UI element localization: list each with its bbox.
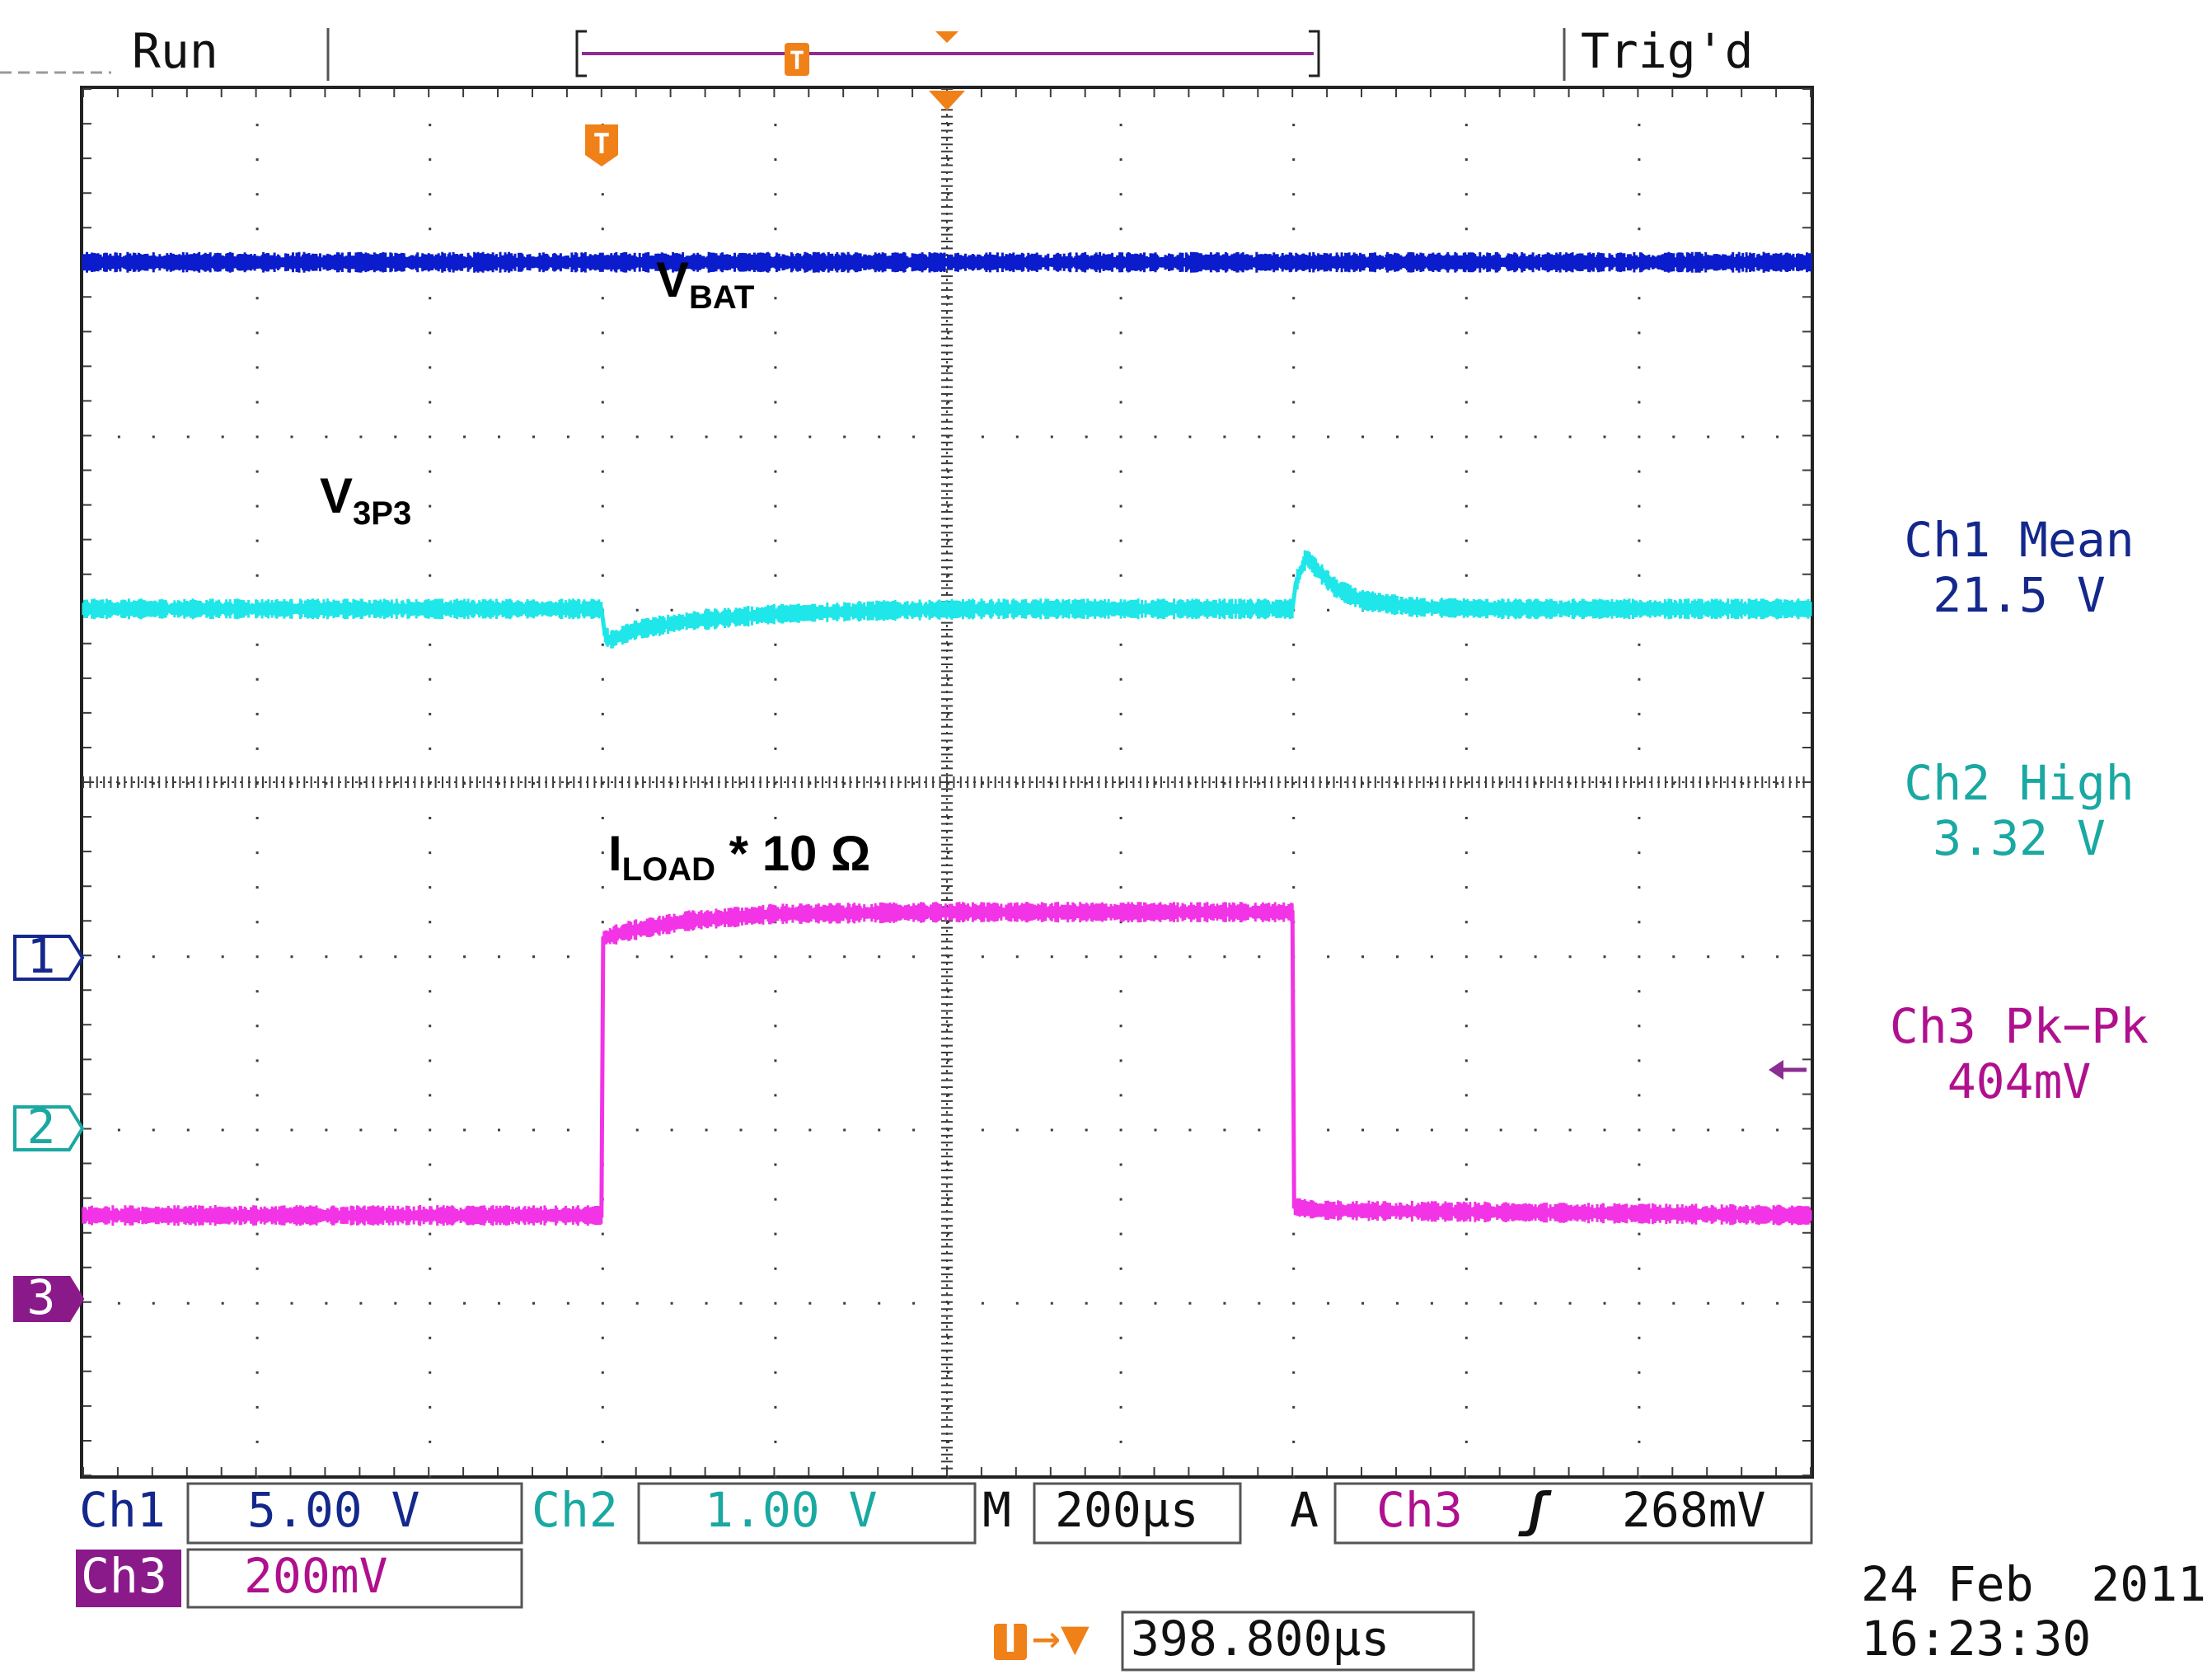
svg-text:2: 2	[27, 1099, 56, 1155]
ch3-ground-marker[interactable]: 3	[13, 1269, 85, 1325]
ch1-ground-marker[interactable]: 1	[13, 928, 85, 984]
svg-text:T: T	[593, 128, 610, 161]
ch3-scale: 200mV	[244, 1548, 388, 1604]
trigger-position-box[interactable]	[1121, 1611, 1475, 1672]
trace-ch2-v3p3-line	[83, 552, 1811, 643]
center-axis-ticks	[82, 88, 1805, 1470]
trace-label-vbat: VBAT	[656, 252, 754, 316]
svg-text:404mV: 404mV	[1947, 1053, 2092, 1109]
trigger-status: Trig'd	[1581, 23, 1754, 79]
waveform-traces	[82, 251, 1812, 1226]
svg-text:21.5 V: 21.5 V	[1933, 567, 2106, 623]
record-trigger-marker: T	[785, 43, 809, 76]
ch2-ground-marker[interactable]: 2	[13, 1099, 85, 1155]
view-center-marker	[935, 31, 958, 43]
ch3-label: Ch3	[81, 1548, 167, 1604]
svg-text:Ch3 Pk−Pk: Ch3 Pk−Pk	[1890, 998, 2149, 1054]
trace-label-iload: ILOAD * 10 Ω	[608, 826, 870, 888]
ch3-scale-box[interactable]	[186, 1548, 523, 1609]
ch1-scale: 5.00 V	[247, 1482, 420, 1538]
header: Run T Trig'd	[0, 23, 1754, 81]
trigger-level-marker[interactable]	[1769, 1060, 1807, 1080]
svg-text:T: T	[790, 47, 804, 76]
timebase-value: 200µs	[1055, 1482, 1199, 1538]
svg-text:Ch1 Mean: Ch1 Mean	[1904, 512, 2134, 568]
svg-text:3.32 V: 3.32 V	[1933, 810, 2106, 866]
svg-text:→▼: →▼	[1032, 1609, 1090, 1665]
trigger-position-icon: T →▼	[994, 1607, 1090, 1665]
timebase-label: M	[982, 1482, 1011, 1538]
svg-text:T: T	[996, 1607, 1025, 1663]
measurement-ch3-pk-pk: Ch3 Pk−Pk 404mV	[1890, 998, 2149, 1109]
trigger-point-marker: T	[585, 124, 618, 166]
ch2-scale: 1.00 V	[705, 1482, 878, 1538]
svg-text:Ch2 High: Ch2 High	[1904, 755, 2134, 811]
trace-ch3-iload	[82, 902, 1812, 1226]
ch2-scale-box[interactable]	[637, 1482, 977, 1545]
record-position-bar[interactable]: T	[575, 30, 1320, 77]
trigger-position-value: 398.800µs	[1131, 1611, 1390, 1667]
svg-text:3: 3	[27, 1269, 56, 1325]
ch3-label-tag	[76, 1550, 181, 1607]
trace-ch3-iload-line	[83, 910, 1811, 1218]
trace-ch2-v3p3	[82, 550, 1812, 649]
time: 16:23:30	[1861, 1611, 2091, 1667]
trace-label-v3p3: V3P3	[320, 468, 411, 532]
trigger-slope-icon: ʃ	[1518, 1482, 1552, 1538]
ch1-label: Ch1	[79, 1482, 166, 1538]
measurement-ch1-mean: Ch1 Mean 21.5 V	[1904, 512, 2134, 623]
ch2-label: Ch2	[532, 1482, 618, 1538]
trigger-level: 268mV	[1622, 1482, 1766, 1538]
svg-text:1: 1	[27, 928, 56, 984]
trigger-box[interactable]	[1333, 1482, 1813, 1545]
graticule	[80, 86, 1814, 1479]
run-status: Run	[132, 23, 218, 79]
ch1-scale-box[interactable]	[186, 1482, 523, 1545]
edge-ticks	[82, 88, 1811, 1476]
trigger-mode-label: A	[1290, 1482, 1319, 1538]
measurement-ch2-high: Ch2 High 3.32 V	[1904, 755, 2134, 866]
timebase-box[interactable]	[1033, 1482, 1242, 1545]
trace-ch1-vbat	[82, 251, 1812, 273]
trigger-source: Ch3	[1376, 1482, 1463, 1538]
status-bar: Ch1 5.00 V Ch2 1.00 V M 200µs A Ch3 ʃ 26…	[76, 1482, 2206, 1672]
expansion-point-marker	[929, 91, 965, 110]
date: 24 Feb 2011	[1861, 1556, 2206, 1612]
